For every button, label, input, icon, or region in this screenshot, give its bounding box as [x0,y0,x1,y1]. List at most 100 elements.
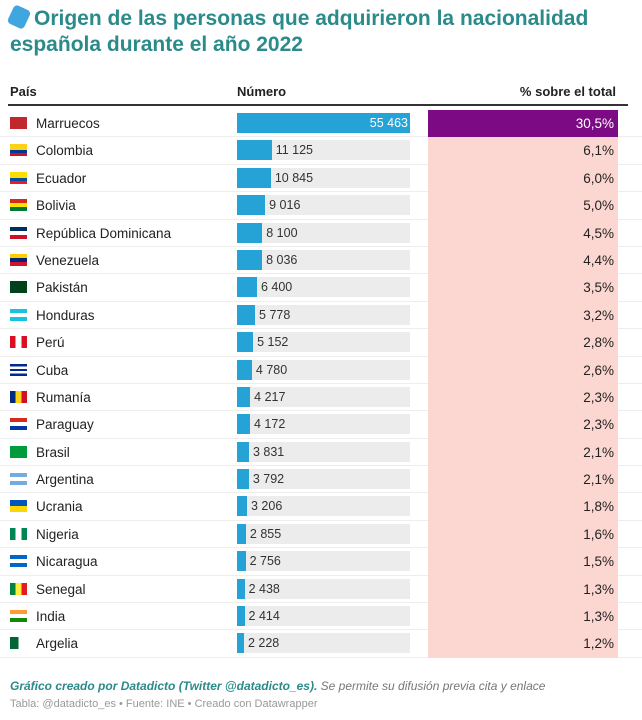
percent-cell: 1,8% [428,493,618,521]
flag-icon [10,500,27,513]
bar-track [237,523,410,544]
flag-icon [10,582,27,595]
percent-cell: 2,1% [428,438,618,467]
country-name: India [36,609,66,625]
value-bar [237,633,244,654]
bar-track [237,359,410,380]
percent-cell: 3,5% [428,274,618,302]
country-name: Bolivia [36,198,76,214]
value-bar [237,140,272,161]
flag-icon [10,199,27,212]
percent-cell: 1,3% [428,603,618,631]
percent-cell: 2,1% [428,466,618,494]
value-label: 55 463 [369,116,408,130]
bar-track [237,441,410,462]
value-label: 4 780 [255,362,288,377]
bar-track [237,633,410,654]
bar-track [237,578,410,599]
table-row: Rumanía 4 217 2,3% [0,383,642,412]
footer-credit: Gráfico creado por Datadicto (Twitter @d… [10,679,545,693]
header-number[interactable]: Número [237,84,287,99]
table-row: Colombia 11 125 6,1% [0,137,642,165]
flag-icon [10,610,27,623]
value-label: 2 855 [249,526,282,541]
header-percent[interactable]: % sobre el total [519,84,616,99]
flag-icon [10,336,27,349]
flag-icon [10,527,27,540]
flag-icon [10,445,27,458]
table-row: Paraguay 4 172 2,3% [0,411,642,439]
flag-icon [10,171,27,184]
table-row: Ucrania 3 206 1,8% [0,493,642,521]
percent-cell: 30,5% [428,110,618,138]
table-body: Marruecos 55 463 30,5% Colombia 11 125 6… [0,110,642,658]
table-row: Argelia 2 228 1,2% [0,630,642,658]
value-bar [237,386,251,407]
country-name: Brasil [36,444,70,460]
country-name: Ecuador [36,170,87,186]
percent-cell: 1,6% [428,520,618,549]
table-row: Pakistán 6 400 3,5% [0,274,642,302]
value-label: 8 036 [266,252,298,267]
percent-cell: 5,0% [428,192,618,220]
percent-cell: 2,6% [428,356,618,384]
value-bar [237,249,263,270]
table-header: País Número % sobre el total [0,84,642,104]
value-label: 2 756 [249,554,281,569]
value-bar [237,277,257,298]
percent-cell: 2,3% [428,411,618,439]
table-row: Cuba 4 780 2,6% [0,356,642,384]
country-name: Ucrania [36,499,83,515]
percent-cell: 2,3% [428,383,618,412]
value-bar [237,441,249,462]
table-row: Perú 5 152 2,8% [0,329,642,357]
value-bar [237,606,245,627]
flag-icon [10,281,27,294]
table-row: Argentina 3 792 2,1% [0,466,642,494]
percent-cell: 4,4% [428,246,618,275]
flag-icon [10,473,27,486]
percent-cell: 1,3% [428,575,618,604]
country-name: Argentina [36,472,94,488]
percent-cell: 2,8% [428,329,618,357]
table-row: Marruecos 55 463 30,5% [0,110,642,138]
header-country[interactable]: País [10,84,37,99]
bar-track [237,167,410,188]
flag-icon [10,117,27,129]
country-name: Argelia [36,636,79,652]
value-bar [237,359,252,380]
value-label: 6 400 [260,280,293,295]
table-row: Nicaragua 2 756 1,5% [0,548,642,576]
value-label: 4 217 [254,389,286,404]
percent-cell: 1,5% [428,548,618,576]
table-row: Bolivia 9 016 5,0% [0,192,642,220]
footer-source: Tabla: @datadicto_es • Fuente: INE • Cre… [10,698,318,710]
flag-icon [10,555,27,568]
percent-cell: 3,2% [428,301,618,330]
country-name: Venezuela [36,252,100,268]
value-label: 5 778 [259,307,291,322]
table-row: Ecuador 10 845 6,0% [0,164,642,193]
country-name: Senegal [36,581,86,597]
credit-text: Gráfico creado por Datadicto (Twitter @d… [10,679,318,693]
table-row: Senegal 2 438 1,3% [0,575,642,604]
table-row: India 2 414 1,3% [0,603,642,631]
country-name: Nicaragua [36,554,98,570]
country-name: Perú [36,335,65,351]
flag-icon [10,253,27,266]
bar-track [237,222,410,243]
value-bar [237,304,256,325]
country-name: Colombia [36,143,94,159]
percent-cell: 4,5% [428,219,618,247]
value-bar [237,496,247,517]
bar-track [237,277,410,298]
header-divider [8,104,628,106]
country-name: Rumanía [36,389,91,405]
value-label: 5 152 [257,335,289,350]
value-bar [237,332,254,353]
table-row: República Dominicana 8 100 4,5% [0,219,642,247]
value-label: 2 438 [248,581,280,596]
value-bar [237,222,263,243]
country-name: Pakistán [36,280,88,296]
value-label: 3 792 [252,472,285,487]
